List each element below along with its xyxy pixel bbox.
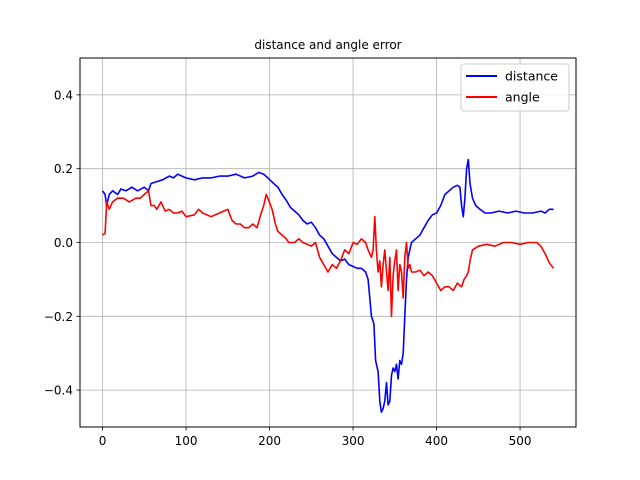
series-lines — [101, 158, 555, 414]
axis-ticks: 0 100 200 300 400 500 −0.4 −0.2 0.0 0.2 0.4 — [44, 88, 532, 448]
x-tick-label: 0 — [99, 434, 107, 448]
x-tick-label: 400 — [425, 434, 448, 448]
y-tick-label: −0.4 — [44, 384, 73, 398]
x-tick-label: 100 — [175, 434, 198, 448]
y-tick-label: 0.4 — [54, 88, 73, 102]
x-tick-label: 500 — [509, 434, 532, 448]
legend-label-distance: distance — [505, 69, 558, 84]
x-tick-label: 300 — [342, 434, 365, 448]
series-line-distance — [101, 158, 554, 414]
y-tick-label: −0.2 — [44, 310, 73, 324]
legend-label-angle: angle — [505, 90, 540, 105]
x-tick-label: 200 — [258, 434, 281, 448]
series-line-angle — [102, 190, 555, 318]
chart-title: distance and angle error — [254, 38, 401, 52]
legend: distance angle — [460, 63, 570, 112]
y-tick-label: 0.0 — [54, 236, 73, 250]
y-tick-label: 0.2 — [54, 162, 73, 176]
